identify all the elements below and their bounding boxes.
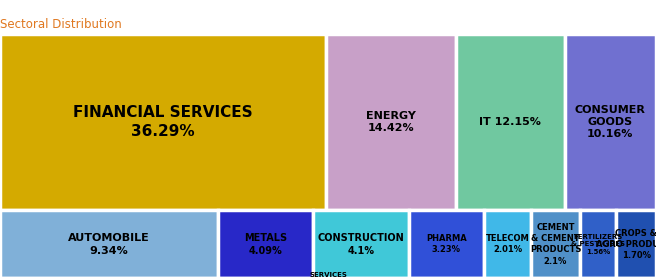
Text: METALS
4.09%: METALS 4.09%: [244, 233, 287, 256]
Text: FERTILIZERS
& PESTICIDES
1.56%: FERTILIZERS & PESTICIDES 1.56%: [571, 234, 625, 255]
Bar: [531, 210, 580, 278]
Text: CONSUMER
GOODS
10.16%: CONSUMER GOODS 10.16%: [575, 104, 646, 139]
Bar: [565, 34, 656, 210]
Text: CROPS &
AGRO PRODUCTS
1.70%: CROPS & AGRO PRODUCTS 1.70%: [596, 229, 656, 260]
Text: Sectoral Distribution: Sectoral Distribution: [0, 18, 122, 31]
Text: PHARMA
3.23%: PHARMA 3.23%: [426, 234, 467, 255]
Text: ENERGY
14.42%: ENERGY 14.42%: [366, 111, 416, 133]
Bar: [326, 34, 455, 210]
Text: FINANCIAL SERVICES
36.29%: FINANCIAL SERVICES 36.29%: [73, 105, 253, 139]
Bar: [484, 210, 531, 278]
Text: CONSTRUCTION
4.1%: CONSTRUCTION 4.1%: [318, 233, 404, 256]
Text: SERVICES
0.65%: SERVICES 0.65%: [309, 272, 347, 280]
Text: IT 12.15%: IT 12.15%: [480, 117, 541, 127]
Bar: [455, 34, 565, 210]
Bar: [409, 210, 484, 278]
Bar: [218, 210, 313, 278]
Bar: [0, 34, 326, 210]
Bar: [0, 278, 656, 280]
Bar: [313, 210, 409, 278]
Text: AUTOMOBILE
9.34%: AUTOMOBILE 9.34%: [68, 233, 150, 256]
Bar: [580, 210, 617, 278]
Bar: [0, 210, 218, 278]
Bar: [617, 210, 656, 278]
Text: TELECOM
2.01%: TELECOM 2.01%: [485, 234, 529, 255]
Text: CEMENT
& CEMENT
PRODUCTS
2.1%: CEMENT & CEMENT PRODUCTS 2.1%: [530, 223, 581, 265]
